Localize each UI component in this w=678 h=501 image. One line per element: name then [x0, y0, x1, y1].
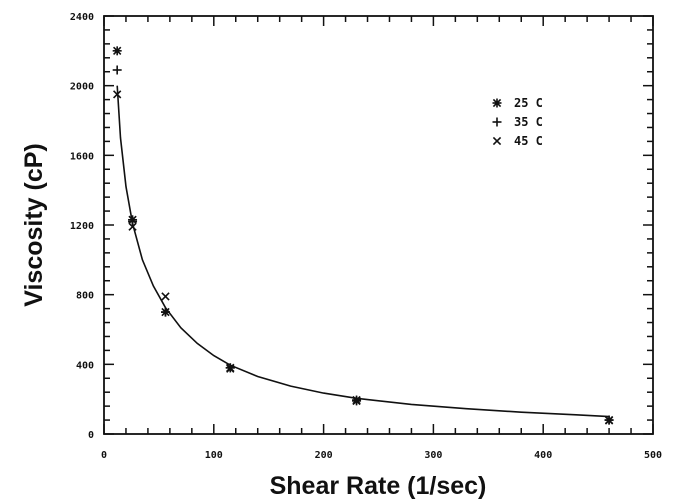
y-tick-label: 2000	[70, 82, 94, 93]
legend-marker	[492, 98, 502, 108]
x-tick-label: 100	[205, 450, 223, 461]
y-tick-label: 1600	[70, 151, 94, 162]
x-tick-label: 0	[101, 450, 107, 461]
tick-labels: 0 100 200 300 400 500 0 400 800 1200 1600 2000 2400	[70, 12, 662, 461]
legend-label: 45 C	[514, 134, 543, 148]
axis-ticks	[103, 15, 654, 435]
legend: 25 C 35 C 45 C	[492, 96, 543, 148]
plot-frame	[103, 15, 654, 435]
x-tick-label: 300	[424, 450, 442, 461]
y-tick-label: 1200	[70, 221, 94, 232]
y-axis-title: Viscosity (cP)	[20, 143, 48, 307]
data-point	[128, 222, 137, 231]
legend-label: 35 C	[514, 115, 543, 129]
data-point	[128, 217, 138, 227]
data-point	[112, 65, 122, 75]
x-axis-title: Shear Rate (1/sec)	[270, 472, 487, 500]
data-point	[226, 364, 235, 373]
data-point	[352, 396, 361, 406]
y-tick-label: 400	[76, 360, 94, 371]
data-point	[161, 292, 170, 301]
x-tick-label: 500	[644, 450, 662, 461]
y-tick-label: 2400	[70, 12, 94, 23]
legend-label: 25 C	[514, 96, 543, 110]
data-point	[112, 46, 122, 56]
legend-marker	[492, 117, 502, 127]
y-tick-label: 800	[76, 291, 94, 302]
data-point	[113, 90, 122, 99]
legend-marker	[492, 136, 502, 146]
data-points-layer	[112, 46, 614, 425]
data-point	[604, 416, 614, 425]
x-tick-label: 200	[315, 450, 333, 461]
data-point	[160, 307, 170, 317]
y-tick-label: 0	[88, 430, 94, 441]
x-tick-label: 400	[534, 450, 552, 461]
